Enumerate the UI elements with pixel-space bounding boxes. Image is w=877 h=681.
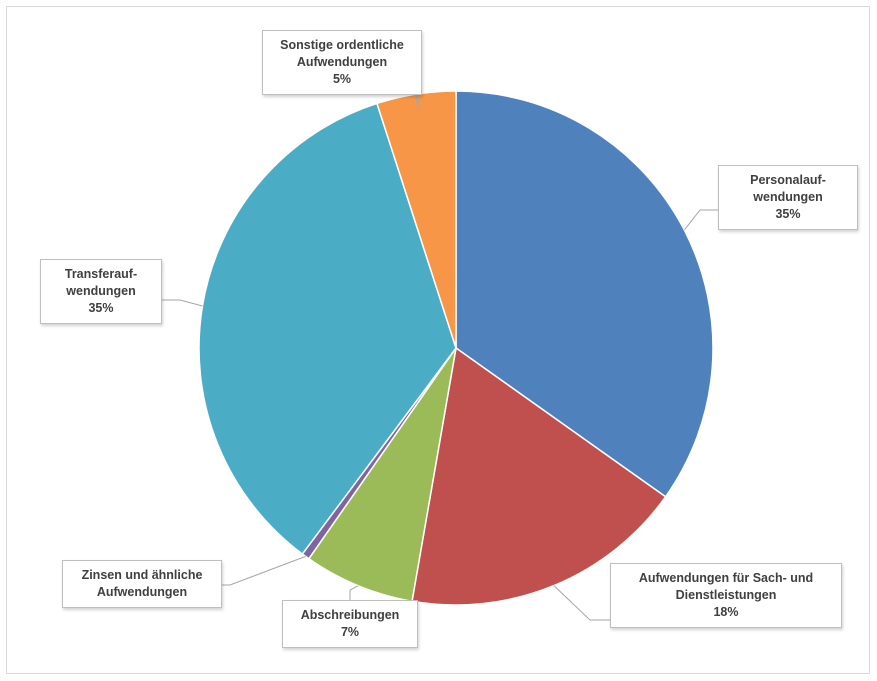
leader-line [553, 585, 610, 621]
label-line: wendungen [66, 284, 136, 298]
label-percent: 7% [340, 625, 360, 639]
data-label-transferaufwendungen: Transferauf- wendungen 35% [40, 259, 162, 324]
leader-line [222, 555, 306, 586]
label-line: Dienstleistungen [675, 588, 777, 602]
leader-line [415, 90, 419, 111]
data-label-sach-und-dienstleistungen: Aufwendungen für Sach- und Dienstleistun… [610, 563, 842, 628]
data-label-sonstige: Sonstige ordentliche Aufwendungen 5% [262, 30, 422, 95]
label-percent: 35% [88, 301, 114, 315]
leader-line [162, 299, 203, 307]
label-line: wendungen [753, 190, 823, 204]
label-line: Zinsen und ähnliche [81, 568, 203, 582]
data-label-abschreibungen: Abschreibungen 7% [282, 600, 418, 648]
leader-line [683, 209, 718, 231]
label-line: Sonstige ordentliche [280, 38, 404, 52]
label-line: Transferauf- [64, 267, 138, 281]
label-line: Abschreibungen [300, 608, 400, 622]
label-line: Aufwendungen [296, 55, 388, 69]
label-line: Personalauf- [750, 173, 826, 187]
label-line: Aufwendungen für Sach- und [638, 571, 814, 585]
label-line: Aufwendungen [96, 585, 188, 599]
label-percent: 5% [332, 72, 352, 86]
label-percent: 18% [713, 605, 739, 619]
leader-line [349, 585, 359, 600]
leader-lines-layer [162, 90, 718, 621]
data-label-personalaufwendungen: Personalauf- wendungen 35% [718, 165, 858, 230]
pie-slice [455, 90, 714, 498]
data-label-zinsen: Zinsen und ähnliche Aufwendungen [62, 560, 222, 608]
label-percent: 35% [775, 207, 801, 221]
slices-layer [198, 90, 714, 606]
pie-slice [198, 102, 457, 556]
